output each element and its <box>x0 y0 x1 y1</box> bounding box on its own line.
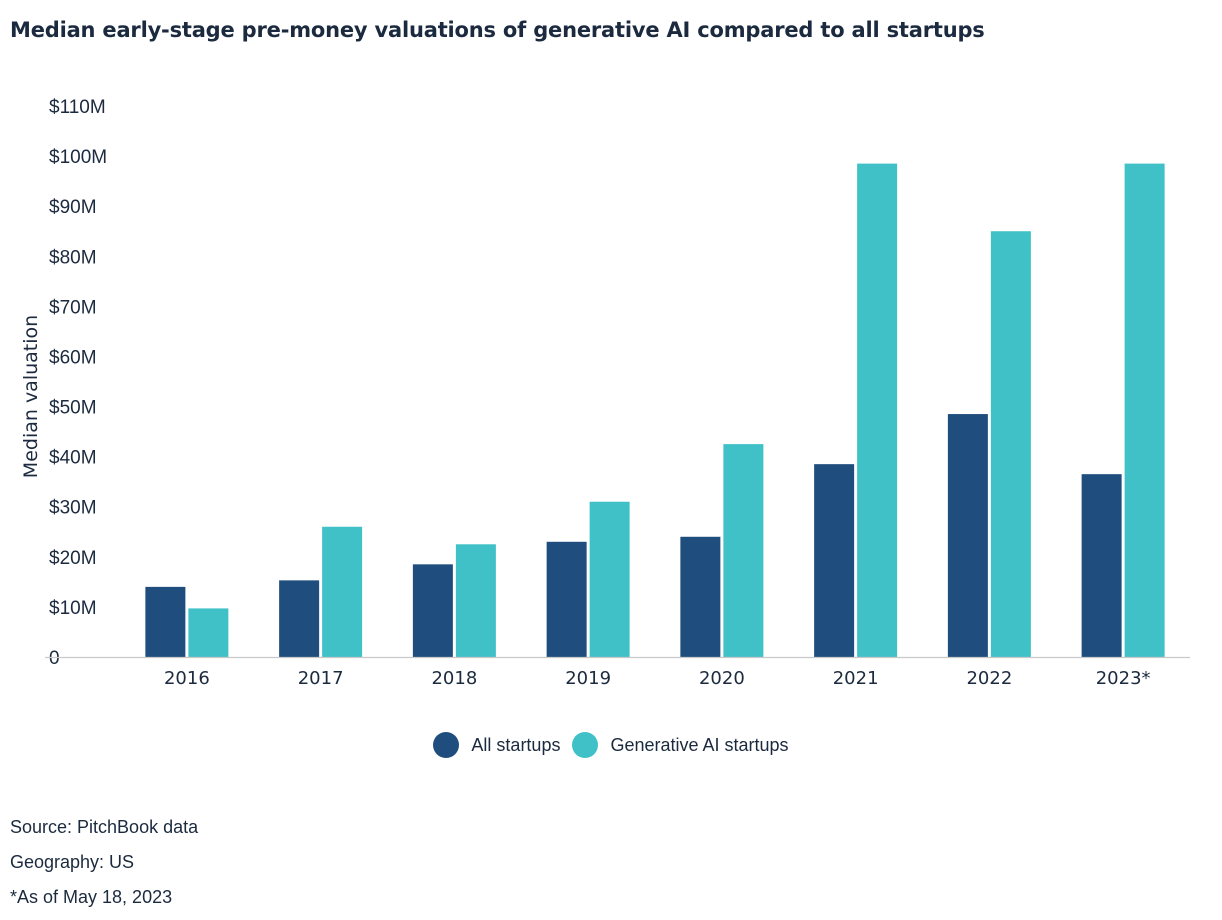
x-tick-label: 2017 <box>298 668 344 689</box>
bar-generative-ai-startups-2022 <box>990 231 1031 657</box>
bar-generative-ai-startups-2016 <box>188 608 229 657</box>
bar-all-startups-2020 <box>680 536 721 657</box>
x-tick-label: 2020 <box>699 668 745 689</box>
y-tick-label: $80M <box>49 247 97 268</box>
source-note: Source: PitchBook data <box>10 817 199 837</box>
bar-all-startups-2016 <box>145 586 186 657</box>
y-tick-label: $40M <box>49 448 97 469</box>
legend: All startups Generative AI startups <box>0 732 1222 758</box>
y-tick-label: $100M <box>49 147 107 168</box>
y-tick-label: $30M <box>49 498 97 519</box>
y-tick-label: $20M <box>49 548 97 569</box>
bar-all-startups-2021 <box>814 464 855 657</box>
bar-generative-ai-startups-2023 <box>1124 163 1165 657</box>
chart-title: Median early-stage pre-money valuations … <box>10 18 985 42</box>
geography-note: Geography: US <box>10 852 135 872</box>
x-tick-label: 2016 <box>164 668 210 689</box>
y-tick-label: $10M <box>49 598 97 619</box>
y-tick-label: $70M <box>49 297 97 318</box>
x-tick-label: 2022 <box>966 668 1012 689</box>
legend-label-generative-ai: Generative AI startups <box>610 734 789 755</box>
x-tick-label: 2019 <box>565 668 611 689</box>
y-tick-label: $110M <box>49 97 106 118</box>
x-tick-label: 2023* <box>1096 668 1151 689</box>
legend-label-all-startups: All startups <box>471 734 561 755</box>
y-tick-label: $90M <box>49 197 97 218</box>
y-axis-title: Median valuation <box>20 315 42 478</box>
bar-all-startups-2022 <box>947 414 988 657</box>
date-note: *As of May 18, 2023 <box>10 887 173 907</box>
y-tick-label: 0 <box>49 648 60 669</box>
bar-all-startups-2023 <box>1081 474 1122 657</box>
x-tick-label: 2021 <box>833 668 879 689</box>
bar-all-startups-2018 <box>412 564 453 657</box>
bar-all-startups-2017 <box>279 580 320 657</box>
bar-chart: 0 $10M $20M $30M $40M $50M $60M $70M $80M $90M $10… <box>20 97 1190 689</box>
legend-swatch-all-startups <box>433 732 460 758</box>
bar-generative-ai-startups-2019 <box>589 501 630 657</box>
y-tick-label: $60M <box>49 347 97 368</box>
bar-generative-ai-startups-2021 <box>857 163 898 657</box>
y-tick-label: $50M <box>49 398 97 419</box>
legend-swatch-generative-ai <box>572 732 599 758</box>
x-tick-label: 2018 <box>431 668 477 689</box>
chart-notes: Source: PitchBook data Geography: US *As… <box>10 815 198 920</box>
bar-generative-ai-startups-2020 <box>723 444 764 657</box>
bar-generative-ai-startups-2018 <box>455 544 496 657</box>
legend-item-all-startups: All startups <box>433 732 560 758</box>
bar-generative-ai-startups-2017 <box>322 526 363 657</box>
bar-all-startups-2019 <box>546 541 587 657</box>
legend-item-generative-ai: Generative AI startups <box>572 732 789 758</box>
